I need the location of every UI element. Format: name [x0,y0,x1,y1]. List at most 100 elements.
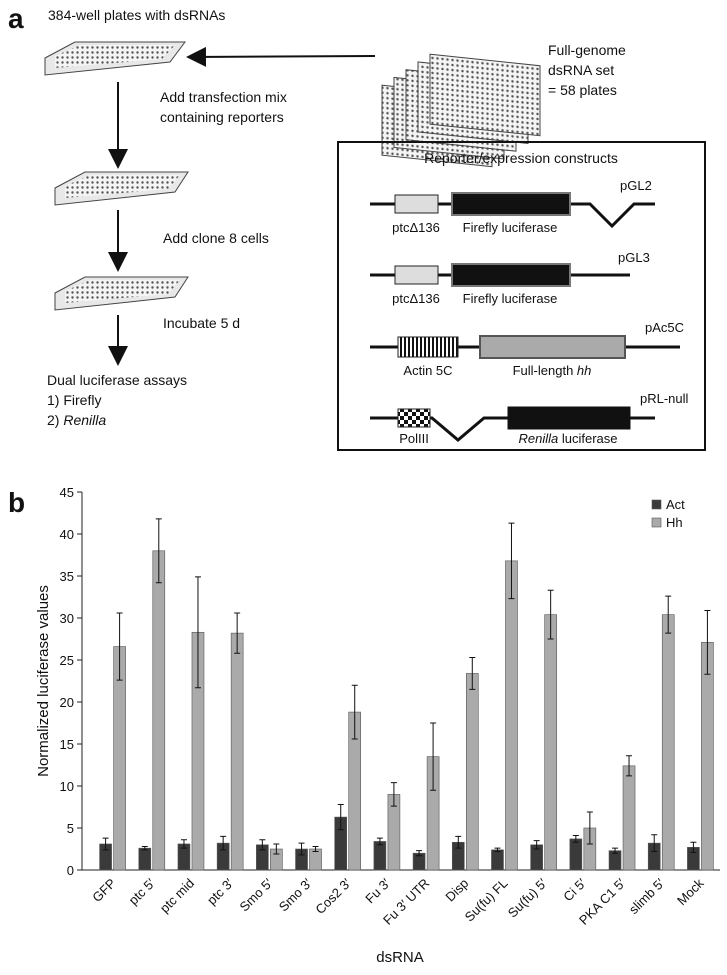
gene [451,263,571,287]
error-bar [102,837,109,851]
error-bar [220,835,227,851]
legend-swatch [651,517,662,528]
gene-label-part: Firefly luciferase [463,220,558,235]
y-tick-label: 25 [60,653,74,668]
genome-set-text: dsRNA set [548,62,614,78]
error-bar [376,837,383,846]
bar [544,614,557,871]
error-bar [430,722,437,791]
y-tick-label: 30 [60,611,74,626]
construct-name: pRL-null [640,391,689,406]
assay-title: Dual luciferase assays [47,372,187,388]
y-tick-label: 20 [60,695,74,710]
gene-label-part: Full-length [513,363,577,378]
error-bar [690,841,697,853]
error-bar [259,839,266,851]
y-tick-label: 5 [67,821,74,836]
gene-label-part: Renilla [519,431,559,446]
x-tick-label: Ci 5′ [560,875,589,904]
error-bar [298,842,305,856]
genome-set-text: Full-genome [548,42,626,58]
gene-label-part: luciferase [558,431,617,446]
error-bar [572,835,579,843]
error-bar [651,834,658,853]
arrow [186,46,376,67]
x-tick-label: slimb 5′ [626,875,668,917]
y-tick-label: 45 [60,485,74,500]
x-tick-label: ptc 5′ [126,875,159,908]
error-bar [234,612,241,654]
constructs-title: Reporter/expression constructs [424,150,618,166]
x-tick-label: ptc 3′ [204,875,237,908]
legend-swatch [651,499,662,510]
plate [54,276,189,311]
gene-label: Full-length hh [513,363,592,378]
error-bar [586,811,593,845]
error-bar [312,845,319,853]
gene [507,406,631,430]
error-bar [455,835,462,849]
assay-item: 2) Renilla [47,412,106,428]
y-tick-label: 0 [67,863,74,878]
error-bar [508,522,515,600]
promoter [397,336,459,358]
error-bar [390,782,397,807]
x-tick-label: Cos2 3′ [312,875,354,917]
plates-title: 384-well plates with dsRNAs [48,7,225,23]
bar [138,847,152,871]
gene [479,335,626,359]
genome-set-text: = 58 plates [548,82,617,98]
plate [54,171,189,206]
x-tick-label: Fu 3′ [362,875,393,906]
error-bar [665,595,672,634]
bar-chart: 0 5 10 15 20 25 30 35 40 45 GFP ptc 5′ptc mid ptc 3′… [60,485,720,928]
y-tick-label: 40 [60,527,74,542]
promoter [394,265,439,285]
promoter-label: PolIII [399,431,429,446]
legend-label: Act [666,497,685,512]
error-bar [273,843,280,855]
error-bar [141,845,148,851]
gene-label-part: hh [577,363,591,378]
plate [44,41,186,76]
error-bar [469,656,476,690]
error-bar [704,609,711,675]
x-tick-label: ptc mid [157,876,197,916]
legend-label: Hh [666,515,683,530]
assay-item-part: Renilla [63,412,106,428]
gene-label: Firefly luciferase [463,220,558,235]
x-tick-label: Smo 5′ [237,875,276,914]
error-bar [533,840,540,850]
x-axis-label: dsRNA [376,949,424,966]
x-tick-label: GFP [89,876,119,906]
construct-name: pGL3 [618,250,650,265]
construct-name: pAc5C [645,320,684,335]
gene-label: Renilla luciferase [519,431,618,446]
bar [661,614,675,871]
bar [569,838,583,871]
y-tick-label: 10 [60,779,74,794]
bar [230,632,244,871]
panel-label: a [8,3,24,34]
gene [451,192,571,216]
promoter-label: ptcΔ136 [392,291,440,306]
promoter [394,194,439,214]
error-bar [494,847,501,853]
constructs-box [337,141,706,451]
x-tick-label: Smo 3′ [276,875,315,914]
error-bar [612,847,619,854]
assay-item-part: 2) [47,412,63,428]
step-text: Incubate 5 d [163,315,240,331]
plate-stack [381,53,541,168]
bar [465,673,479,871]
step-text: containing reporters [160,109,284,125]
panel-a: a 384-well plates with dsRNAs Full-genom… [8,3,706,451]
bar [373,841,387,871]
step-text: Add transfection mix [160,89,287,105]
gene-label-part: Firefly luciferase [463,291,558,306]
promoter-label: ptcΔ136 [392,220,440,235]
promoter-label: Actin 5C [403,363,452,378]
promoter [397,408,431,428]
bar [309,848,322,871]
step-text: Add clone 8 cells [163,230,269,246]
